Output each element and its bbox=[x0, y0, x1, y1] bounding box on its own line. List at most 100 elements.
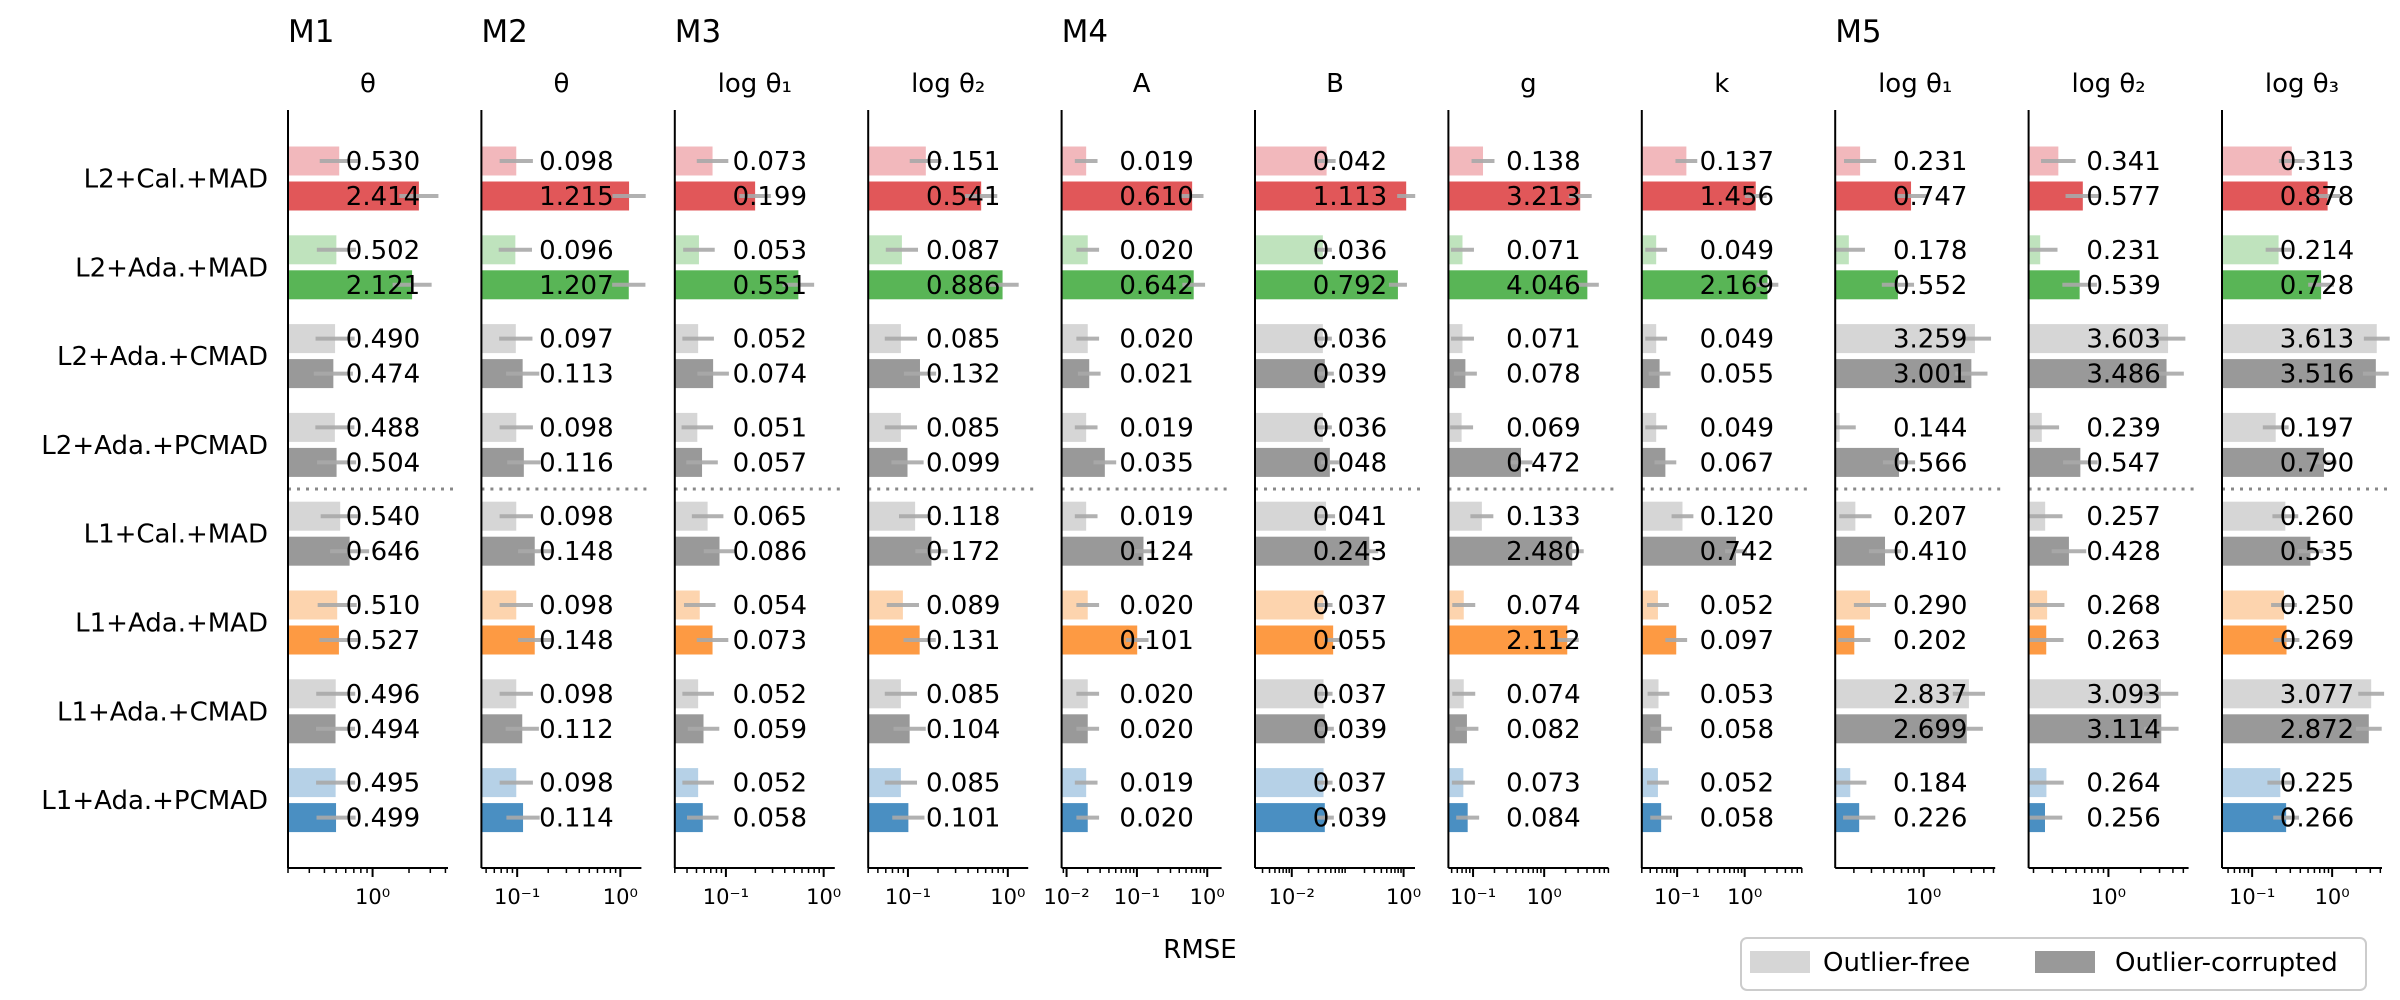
value-label-outlier-free: 0.496 bbox=[346, 680, 420, 710]
value-label-outlier-corrupted: 0.039 bbox=[1313, 360, 1387, 390]
panel: M1 θ 0.530 2.414 0.502 2.121 0.490 0.474 0.488 0.… bbox=[287, 14, 456, 909]
value-label-outlier-corrupted: 0.059 bbox=[733, 715, 807, 745]
value-label-outlier-corrupted: 0.048 bbox=[1313, 448, 1387, 478]
value-label-outlier-corrupted: 0.566 bbox=[1893, 448, 1967, 478]
value-label-outlier-free: 0.231 bbox=[2086, 236, 2160, 266]
value-label-outlier-free: 0.098 bbox=[539, 769, 613, 799]
value-label-outlier-free: 3.093 bbox=[2086, 680, 2160, 710]
value-label-outlier-free: 0.530 bbox=[346, 147, 420, 177]
bar-outlier-corrupted bbox=[1835, 714, 1967, 744]
value-label-outlier-free: 0.037 bbox=[1313, 591, 1387, 621]
parameter-title: log θ₂ bbox=[2071, 69, 2145, 99]
value-label-outlier-corrupted: 0.199 bbox=[733, 182, 807, 212]
value-label-outlier-corrupted: 3.001 bbox=[1893, 360, 1967, 390]
parameter-title: θ bbox=[553, 69, 569, 99]
value-label-outlier-corrupted: 0.256 bbox=[2086, 804, 2160, 834]
value-label-outlier-corrupted: 0.113 bbox=[539, 360, 613, 390]
panel: log θ₂ 0.151 0.541 0.087 0.886 0.085 0.132 0.08… bbox=[867, 69, 1037, 909]
value-label-outlier-corrupted: 0.112 bbox=[539, 715, 613, 745]
value-label-outlier-free: 0.037 bbox=[1313, 680, 1387, 710]
value-label-outlier-free: 0.138 bbox=[1506, 147, 1580, 177]
value-label-outlier-free: 0.019 bbox=[1119, 413, 1193, 443]
value-label-outlier-corrupted: 0.263 bbox=[2086, 626, 2160, 656]
value-label-outlier-free: 0.074 bbox=[1506, 591, 1580, 621]
bar-outlier-free bbox=[1255, 590, 1324, 620]
value-label-outlier-free: 0.085 bbox=[926, 413, 1000, 443]
value-label-outlier-free: 0.264 bbox=[2086, 769, 2160, 799]
value-label-outlier-corrupted: 0.428 bbox=[2086, 537, 2160, 567]
value-label-outlier-corrupted: 0.552 bbox=[1893, 271, 1967, 301]
row-labels: L2+Cal.+MAD L2+Ada.+MAD L2+Ada.+CMAD L2+Ada… bbox=[41, 165, 268, 817]
bar-outlier-corrupted bbox=[1835, 359, 1972, 389]
value-label-outlier-corrupted: 0.728 bbox=[2280, 271, 2354, 301]
value-label-outlier-free: 0.490 bbox=[346, 325, 420, 355]
value-label-outlier-free: 0.488 bbox=[346, 413, 420, 443]
value-label-outlier-corrupted: 0.058 bbox=[1700, 804, 1774, 834]
panel: k 0.137 1.456 0.049 2.169 0.049 0.055 0.049 0.06… bbox=[1640, 69, 1810, 909]
value-label-outlier-corrupted: 1.456 bbox=[1700, 182, 1774, 212]
bar-outlier-corrupted bbox=[1255, 625, 1334, 655]
value-label-outlier-free: 0.052 bbox=[1700, 591, 1774, 621]
value-label-outlier-corrupted: 0.073 bbox=[733, 626, 807, 656]
value-label-outlier-free: 0.036 bbox=[1313, 413, 1387, 443]
bar-outlier-corrupted bbox=[288, 181, 419, 211]
parameter-title: log θ₃ bbox=[2265, 69, 2339, 99]
parameter-title: B bbox=[1326, 69, 1344, 99]
value-label-outlier-free: 0.133 bbox=[1506, 502, 1580, 532]
value-label-outlier-corrupted: 0.148 bbox=[539, 537, 613, 567]
chart-panels: M1 θ 0.530 2.414 0.502 2.121 0.490 0.474 0.488 0.… bbox=[287, 14, 2390, 909]
bar-outlier-corrupted bbox=[1255, 536, 1370, 566]
model-group-label: M3 bbox=[675, 14, 721, 50]
value-label-outlier-corrupted: 4.046 bbox=[1506, 271, 1580, 301]
value-label-outlier-free: 0.098 bbox=[539, 680, 613, 710]
value-label-outlier-free: 0.019 bbox=[1119, 502, 1193, 532]
legend-label-outlier-free: Outlier-free bbox=[1823, 948, 1970, 978]
value-label-outlier-corrupted: 0.035 bbox=[1119, 448, 1193, 478]
value-label-outlier-free: 0.065 bbox=[733, 502, 807, 532]
value-label-outlier-corrupted: 0.116 bbox=[539, 448, 613, 478]
bar-outlier-corrupted bbox=[1448, 270, 1588, 300]
value-label-outlier-corrupted: 2.872 bbox=[2280, 715, 2354, 745]
value-label-outlier-corrupted: 1.215 bbox=[539, 182, 613, 212]
x-tick-label: 10⁰ bbox=[1527, 885, 1562, 909]
value-label-outlier-free: 0.178 bbox=[1893, 236, 1967, 266]
value-label-outlier-corrupted: 0.074 bbox=[733, 360, 807, 390]
bar-outlier-corrupted bbox=[1448, 447, 1521, 477]
value-label-outlier-corrupted: 0.101 bbox=[926, 804, 1000, 834]
bar-outlier-corrupted bbox=[1641, 270, 1768, 300]
value-label-outlier-corrupted: 2.699 bbox=[1893, 715, 1967, 745]
value-label-outlier-corrupted: 0.058 bbox=[733, 804, 807, 834]
bar-outlier-corrupted bbox=[1255, 714, 1325, 744]
parameter-title: k bbox=[1714, 69, 1729, 99]
value-label-outlier-free: 0.250 bbox=[2280, 591, 2354, 621]
value-label-outlier-free: 0.052 bbox=[733, 325, 807, 355]
model-group-label: M2 bbox=[481, 14, 527, 50]
bar-outlier-corrupted bbox=[2222, 181, 2328, 211]
value-label-outlier-free: 0.144 bbox=[1893, 413, 1967, 443]
value-label-outlier-corrupted: 0.494 bbox=[346, 715, 420, 745]
bar-outlier-corrupted bbox=[1641, 447, 1666, 477]
value-label-outlier-corrupted: 0.474 bbox=[346, 360, 420, 390]
x-tick-label: 10⁻¹ bbox=[885, 885, 931, 909]
value-label-outlier-corrupted: 1.113 bbox=[1313, 182, 1387, 212]
value-label-outlier-corrupted: 3.114 bbox=[2086, 715, 2160, 745]
value-label-outlier-free: 0.097 bbox=[539, 325, 613, 355]
bar-outlier-free bbox=[2028, 324, 2169, 354]
model-group-label: M4 bbox=[1062, 14, 1108, 50]
row-label: L1+Ada.+CMAD bbox=[57, 697, 268, 727]
value-label-outlier-free: 0.073 bbox=[733, 147, 807, 177]
bar-outlier-free bbox=[1255, 324, 1323, 354]
value-label-outlier-corrupted: 0.086 bbox=[733, 537, 807, 567]
x-tick-label: 10⁰ bbox=[990, 885, 1025, 909]
value-label-outlier-free: 0.239 bbox=[2086, 413, 2160, 443]
row-label: L1+Cal.+MAD bbox=[84, 520, 268, 550]
value-label-outlier-free: 0.020 bbox=[1119, 236, 1193, 266]
parameter-title: θ bbox=[360, 69, 376, 99]
value-label-outlier-corrupted: 0.057 bbox=[733, 448, 807, 478]
value-label-outlier-corrupted: 3.516 bbox=[2280, 360, 2354, 390]
row-label: L1+Ada.+MAD bbox=[75, 609, 268, 639]
bar-outlier-free bbox=[1255, 768, 1324, 798]
parameter-title: A bbox=[1133, 69, 1151, 99]
x-tick-label: 10⁻¹ bbox=[494, 885, 540, 909]
